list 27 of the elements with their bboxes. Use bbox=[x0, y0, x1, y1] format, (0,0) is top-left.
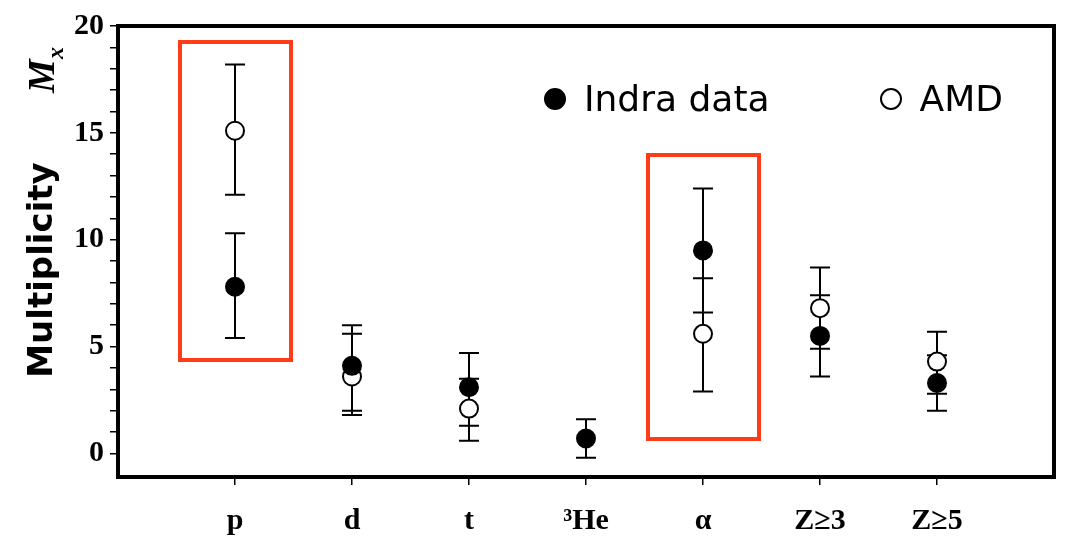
y-tick-label: 15 bbox=[74, 113, 104, 147]
point bbox=[693, 323, 713, 344]
legend-label: AMD bbox=[919, 78, 1003, 119]
point bbox=[576, 428, 596, 449]
x-tick-label: Z≥5 bbox=[911, 501, 963, 535]
point bbox=[693, 240, 713, 261]
point bbox=[810, 298, 830, 319]
x-tick-label: α bbox=[694, 501, 712, 535]
y-tick-label: 20 bbox=[74, 6, 104, 40]
point bbox=[342, 355, 362, 376]
point bbox=[459, 398, 479, 419]
y-tick-label: 10 bbox=[74, 220, 104, 254]
x-tick-label: Z≥3 bbox=[794, 501, 846, 535]
y-axis-title: Multiplicity bbox=[20, 162, 60, 378]
point bbox=[225, 276, 245, 297]
y-tick-label: 5 bbox=[89, 327, 104, 361]
y-tick-label: 0 bbox=[89, 434, 104, 468]
x-tick-label: p bbox=[226, 501, 244, 535]
x-tick-label: ³He bbox=[563, 501, 609, 535]
point bbox=[810, 325, 830, 346]
point bbox=[459, 377, 479, 398]
point bbox=[225, 120, 245, 141]
point bbox=[927, 372, 947, 393]
legend-label: Indra data bbox=[583, 78, 770, 119]
x-tick-label: t bbox=[464, 501, 474, 535]
x-tick-label: d bbox=[343, 501, 361, 535]
point bbox=[927, 351, 947, 372]
